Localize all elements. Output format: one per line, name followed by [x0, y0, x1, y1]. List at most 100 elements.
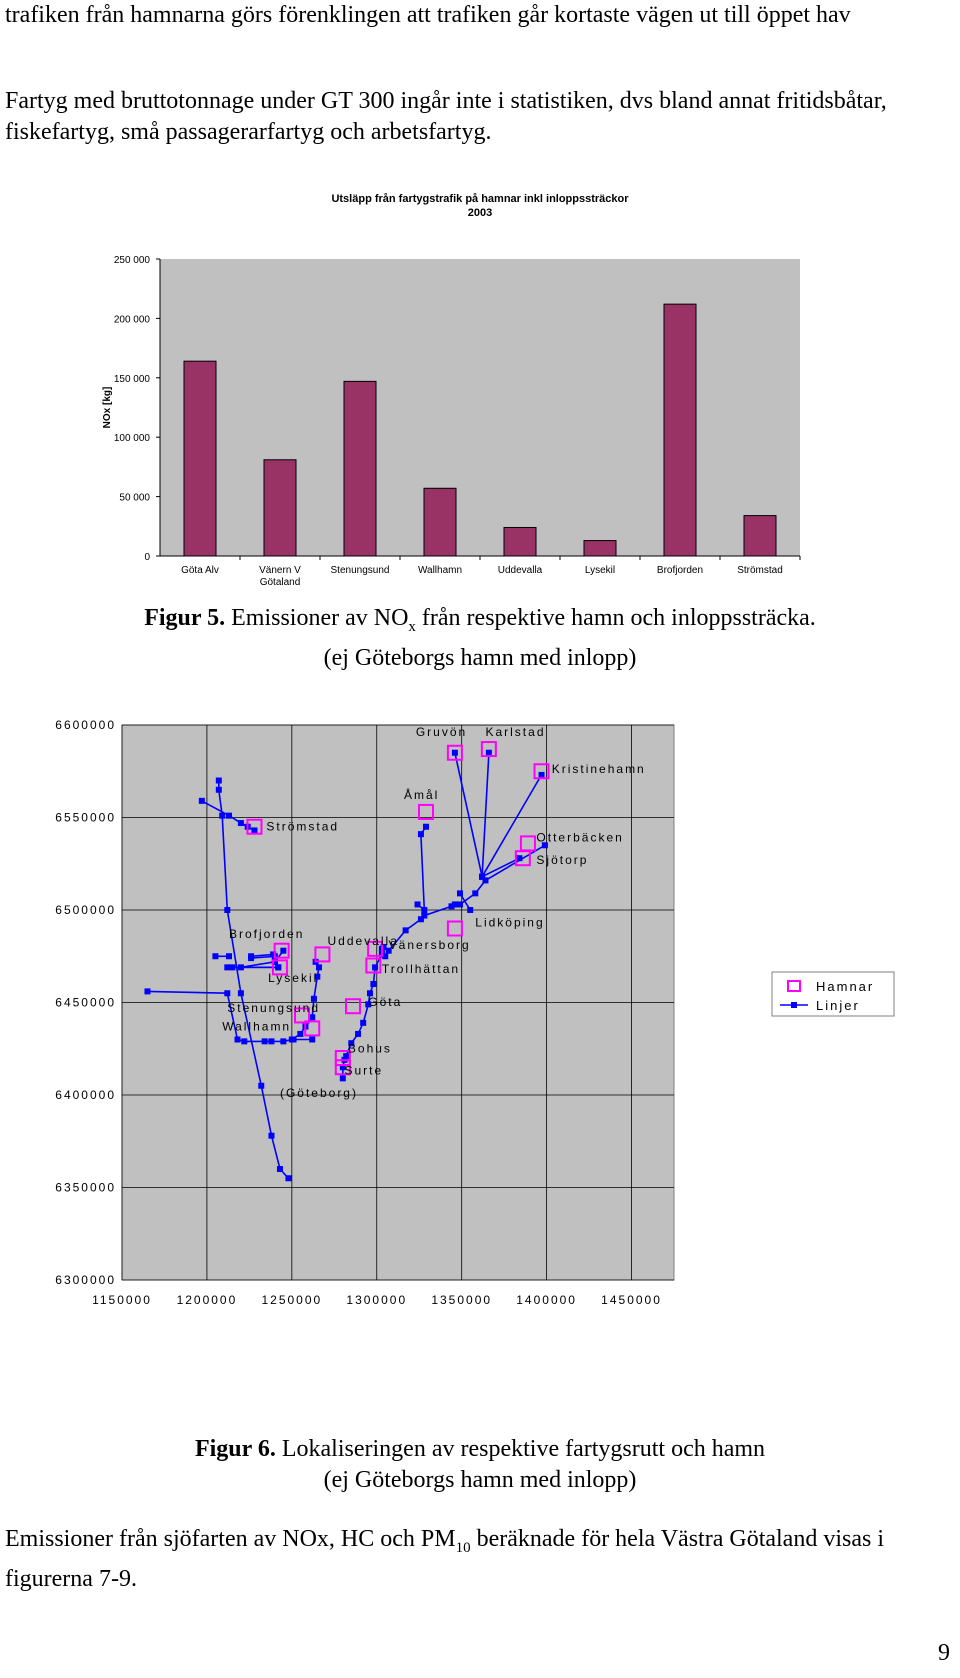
harbor-marker [365, 957, 382, 974]
y-tick-label: 100 000 [114, 433, 151, 444]
route-marker [297, 1030, 304, 1037]
route-marker [366, 990, 373, 997]
route-marker [224, 990, 231, 997]
place-label: Lysekil [268, 971, 318, 985]
route-marker [339, 1064, 346, 1071]
x-tick-label: 1300000 [346, 1293, 407, 1307]
chart-subtitle: 2003 [468, 207, 492, 219]
bar [343, 380, 377, 557]
route-marker [258, 1082, 265, 1089]
y-tick-label: 6350000 [55, 1181, 116, 1195]
x-tick-label: 1200000 [177, 1293, 238, 1307]
y-tick-label: 0 [144, 552, 150, 563]
y-tick-label: 150 000 [114, 374, 151, 385]
figure5-caption: Figur 5. Emissioner av NOx från respekti… [0, 603, 960, 674]
x-tick-label: Strömstad [737, 565, 783, 576]
x-tick-label: Stenungsund [331, 565, 390, 576]
y-tick-label: 250 000 [114, 255, 151, 266]
place-label: Wallhamn [222, 1019, 291, 1033]
route-line [416, 826, 427, 912]
route-marker [485, 749, 492, 756]
route-marker [215, 777, 222, 784]
route-marker [339, 1075, 346, 1082]
legend-line-marker [791, 1002, 797, 1008]
figure6-caption-line2: (ej Göteborgs hamn med inlopp) [323, 1467, 637, 1493]
route-marker [541, 842, 548, 849]
legend-box [771, 971, 895, 1017]
place-label: Gruvön [416, 725, 467, 739]
bar [583, 540, 617, 557]
route-marker [215, 786, 222, 793]
route-line [240, 961, 276, 969]
harbor-marker [418, 803, 435, 820]
harbor-marker [533, 763, 550, 780]
harbor-marker [480, 741, 497, 758]
route-marker [370, 981, 377, 987]
route-marker [538, 771, 545, 778]
figure5-text-sub: x [408, 618, 416, 635]
harbor-marker [446, 920, 463, 937]
route-marker [310, 995, 317, 1002]
route-marker [360, 1019, 367, 1026]
route-marker [276, 1166, 283, 1172]
place-label: Brofjorden [229, 927, 304, 941]
plot-area [160, 259, 800, 556]
route-marker [248, 953, 255, 960]
harbor-marker [334, 1059, 351, 1076]
route-marker [451, 901, 458, 908]
route-marker [414, 901, 421, 908]
route-marker [365, 1001, 372, 1008]
route-line [251, 953, 274, 958]
route-marker [251, 827, 258, 834]
bar [263, 459, 297, 557]
figure6-label: Figur 6. [194, 1436, 276, 1462]
harbor-marker [271, 959, 288, 976]
bar [743, 515, 777, 557]
harbor-marker [314, 946, 331, 963]
harbor-marker [514, 850, 531, 867]
x-tick-label: 1450000 [601, 1293, 662, 1307]
y-tick-label: 50 000 [119, 493, 150, 504]
y-tick-label: 6450000 [55, 996, 116, 1010]
route-marker [423, 823, 430, 830]
place-label: Vänersborg [389, 938, 471, 952]
harbor-marker [294, 1007, 311, 1024]
x-tick-label: Vänern V [259, 565, 301, 576]
route-marker [355, 1030, 362, 1037]
route-marker [456, 901, 463, 908]
paragraph-gt300: Fartyg med bruttotonnage under GT 300 in… [5, 88, 887, 145]
paragraph-emissions-b: beräknade för hela Västra Götaland visas… [5, 1526, 884, 1592]
harbor-marker [273, 942, 290, 959]
y-axis-label: NOx [kg] [102, 387, 113, 429]
route-marker [417, 831, 424, 838]
legend-harbor-swatch [787, 980, 801, 992]
page-number: 9 [938, 1640, 950, 1666]
figure6-caption: Figur 6. Lokaliseringen av respektive fa… [0, 1434, 960, 1496]
route-marker [456, 890, 463, 897]
bar [663, 303, 697, 557]
place-label: Otterbäcken [536, 831, 623, 845]
route-marker [309, 1014, 316, 1021]
paragraph-intro: trafiken från hamnarna görs förenklingen… [5, 2, 851, 28]
route-marker [448, 903, 455, 910]
route-marker [402, 927, 409, 934]
route-marker [261, 1038, 268, 1045]
place-label: Lidköping [475, 916, 544, 930]
x-tick-label: Götaland [260, 577, 301, 588]
route-marker [241, 1038, 248, 1045]
route-marker [271, 958, 278, 965]
harbor-marker [344, 998, 361, 1015]
y-tick-label: 200 000 [114, 314, 151, 325]
harbor-marker [367, 940, 384, 957]
place-label: (Göteborg) [280, 1086, 358, 1100]
place-label: Trollhättan [382, 962, 460, 976]
route-line [481, 774, 543, 878]
chart-title: Utsläpp från fartygstrafik på hamnar ink… [331, 193, 629, 205]
route-line [454, 752, 483, 877]
place-label: Surte [344, 1064, 383, 1078]
paragraph-emissions-a: Emissioner från sjöfarten av NOx, HC och… [5, 1526, 456, 1552]
route-marker [314, 973, 321, 980]
route-marker [237, 990, 244, 997]
route-marker [382, 953, 389, 960]
paragraph-emissions-sub: 10 [455, 1539, 471, 1556]
